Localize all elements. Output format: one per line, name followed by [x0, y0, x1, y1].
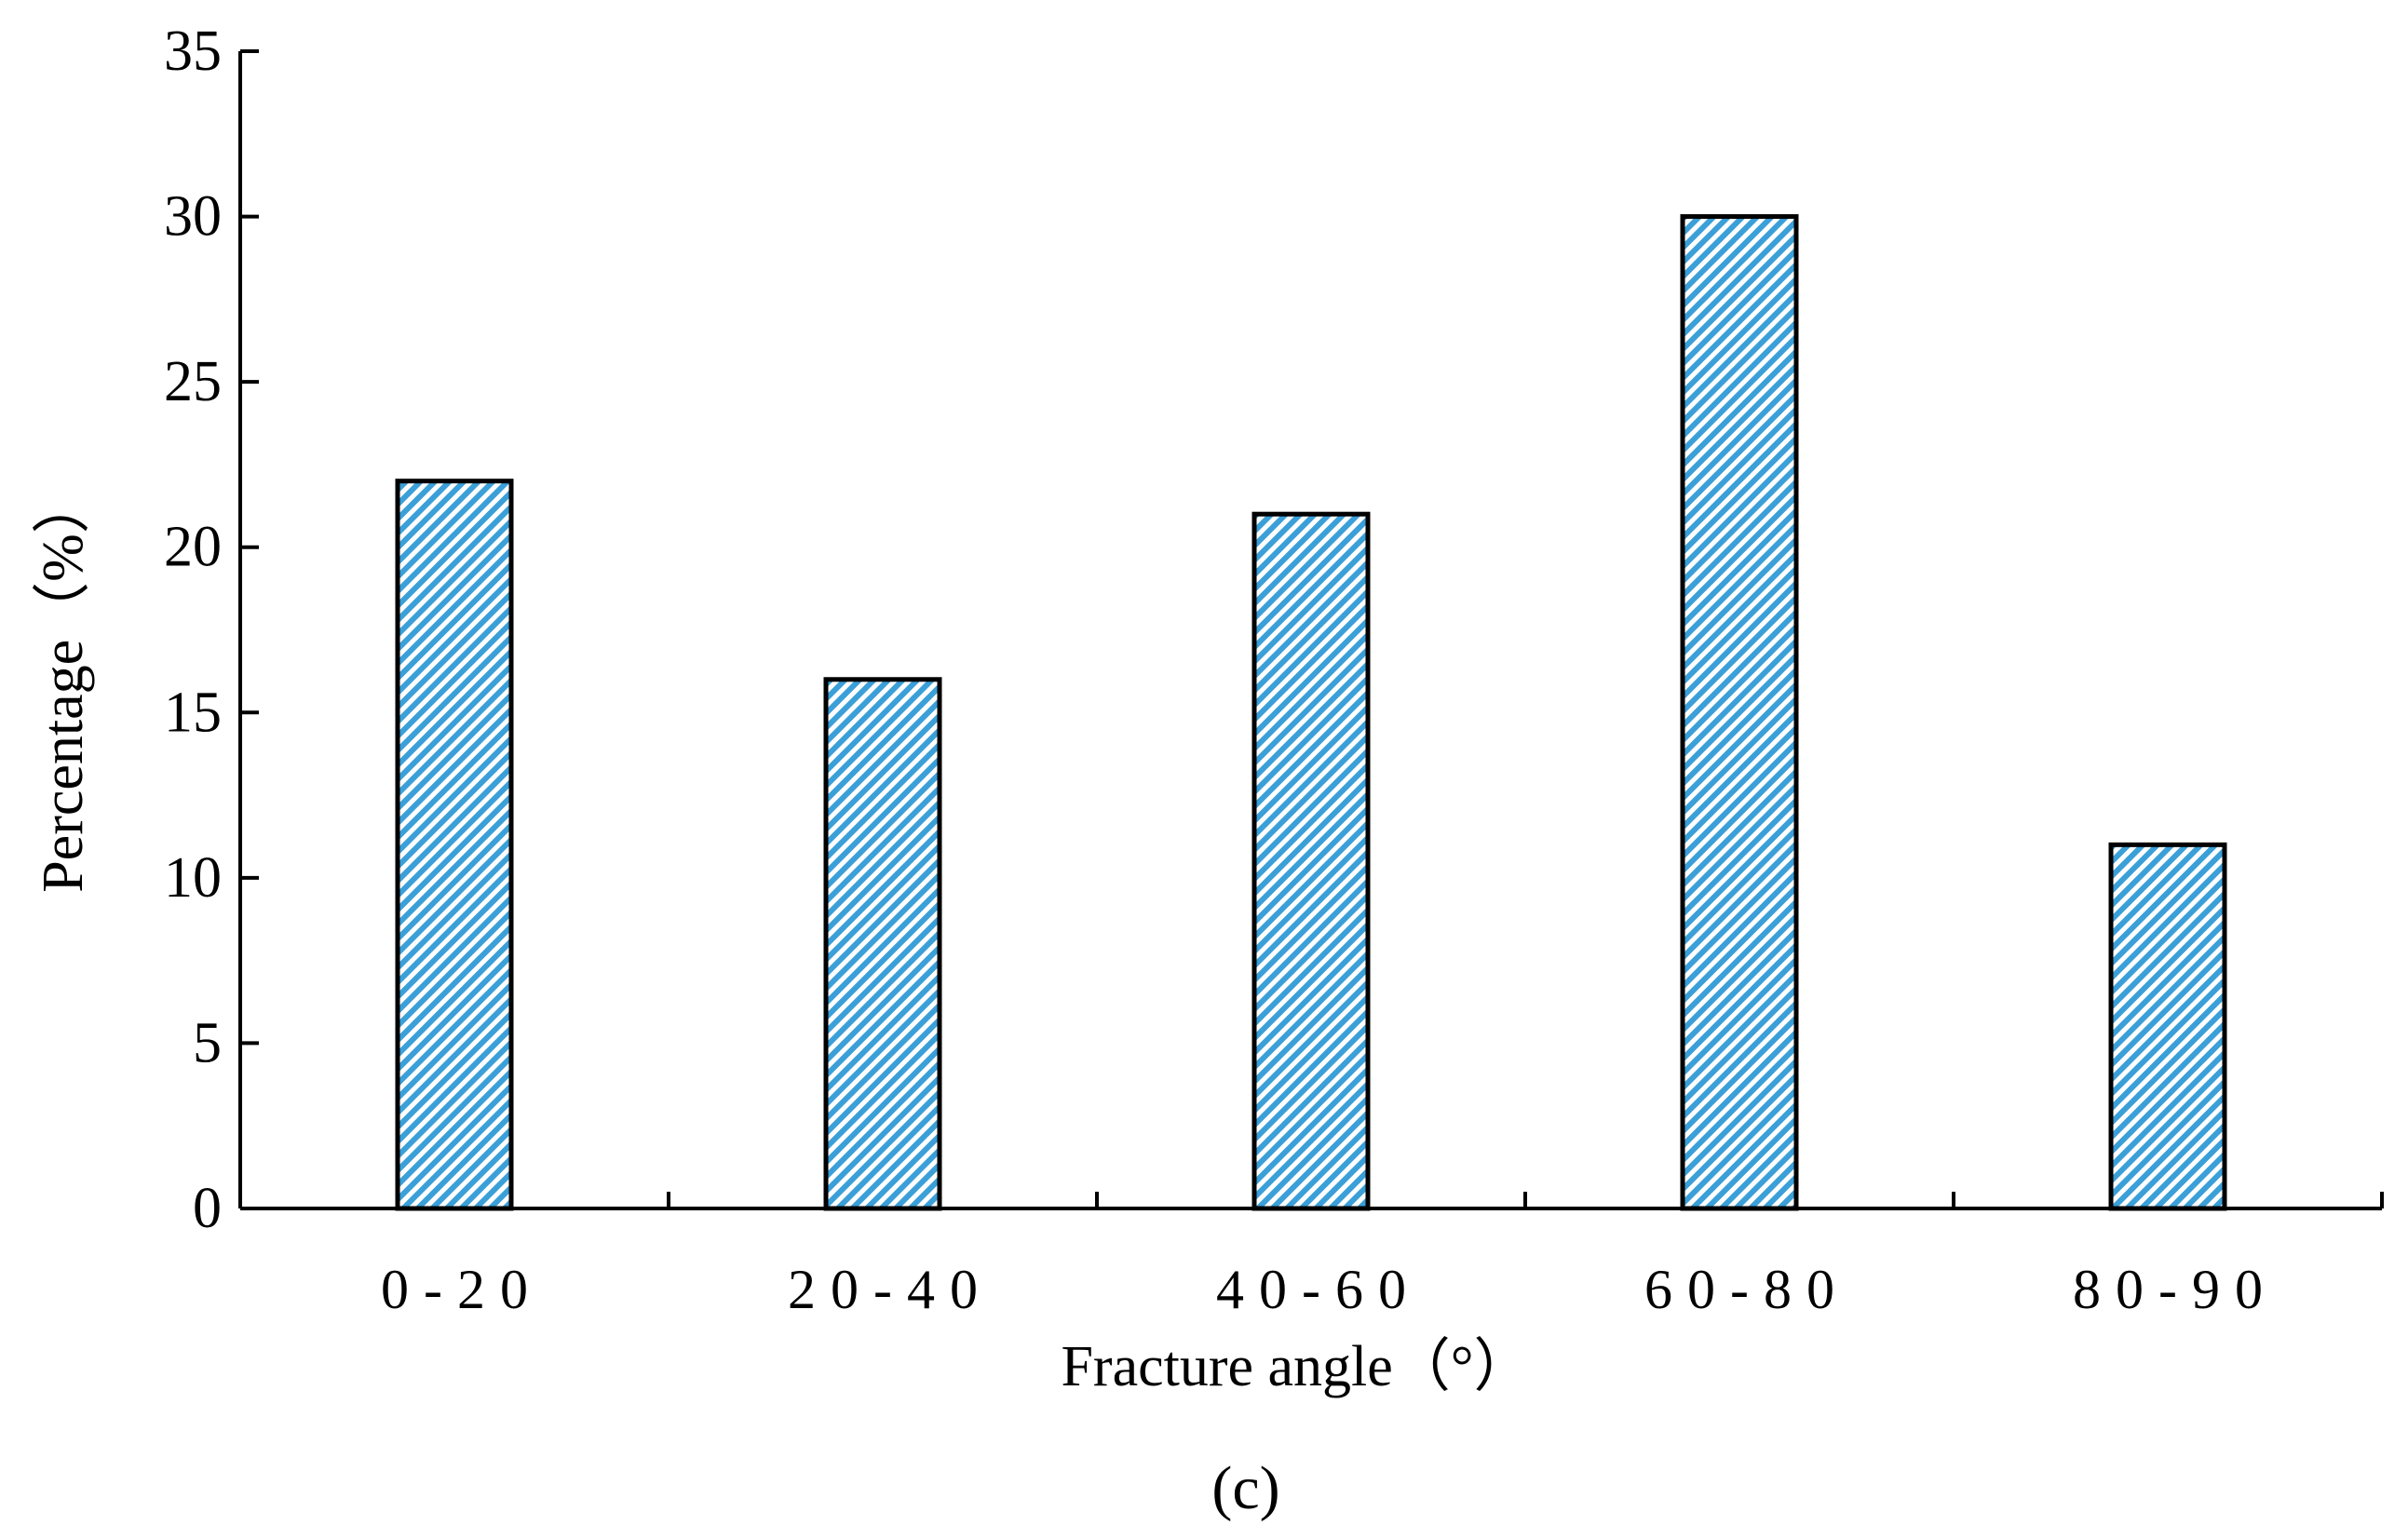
y-tick-label-25: 25: [164, 350, 222, 413]
y-tick-label-35: 35: [164, 20, 222, 83]
y-tick-label-30: 30: [164, 185, 222, 249]
x-axis-title: Fracture angle（°）: [1061, 1335, 1531, 1398]
bar-20-40: [823, 677, 942, 1211]
bar-0-20: [395, 479, 514, 1211]
x-tick-label-40-60: 40-60: [1216, 1259, 1421, 1320]
y-tick-label-15: 15: [164, 681, 222, 744]
y-tick-label-20: 20: [164, 516, 222, 579]
bar-80-90: [2108, 842, 2227, 1211]
y-axis-title: Percentage（%）: [32, 476, 95, 893]
y-tick-label-5: 5: [193, 1011, 222, 1074]
labels-layer: 0 5 10 15 20 25 30 35 0-20 20-40 40-60 60-80 80-90: [164, 20, 2278, 1320]
y-tick-label-10: 10: [164, 846, 222, 910]
x-tick-label-20-40: 20-40: [788, 1259, 993, 1320]
y-tick-label-0: 0: [193, 1177, 222, 1240]
bar-60-80: [1680, 214, 1799, 1211]
x-tick-label-80-90: 80-90: [2073, 1259, 2278, 1320]
x-tick-label-60-80: 60-80: [1644, 1259, 1849, 1320]
bar-40-60: [1251, 511, 1371, 1211]
x-tick-label-0-20: 0-20: [381, 1259, 543, 1320]
panel-label: (c): [1211, 1454, 1279, 1522]
axes-layer: [238, 49, 2384, 1210]
bars-layer: [395, 214, 2227, 1211]
